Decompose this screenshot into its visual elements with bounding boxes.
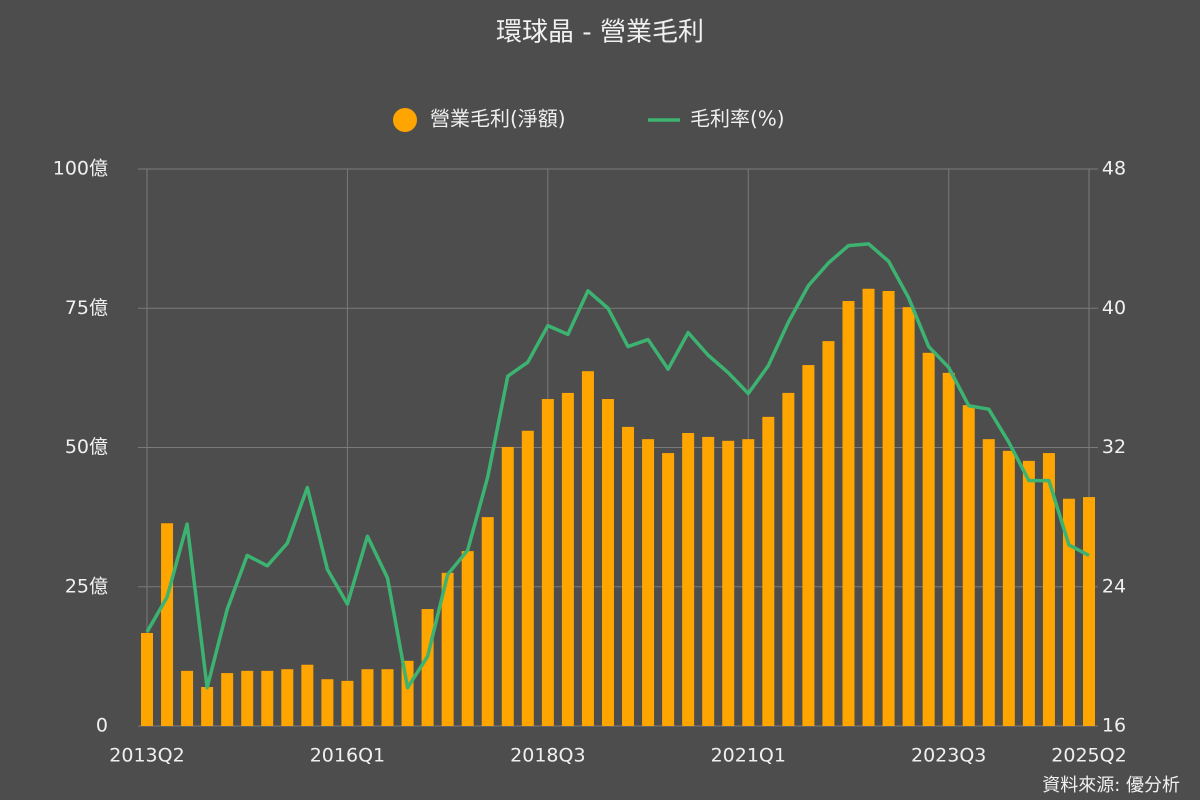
bar [1002,450,1015,726]
bar [682,433,695,726]
bar [882,290,895,726]
bar [161,523,174,726]
bar [942,372,955,726]
x-tick-label: 2018Q3 [510,745,585,767]
bar [241,670,254,726]
bar [702,436,715,726]
y-tick-label: 50億 [65,436,108,458]
bar [762,416,775,726]
bar [441,572,454,726]
bar [541,399,554,726]
bar [642,439,655,726]
bar [902,307,915,726]
y-tick-label: 0 [96,715,108,737]
bar [662,453,675,726]
bar [742,439,755,726]
y-tick-label: 75億 [65,297,108,319]
bar [221,673,234,726]
bar [341,680,354,726]
bar [521,430,534,726]
bar [141,632,153,726]
bar [1062,498,1075,726]
line [145,242,1090,690]
bar [922,352,935,726]
bar [421,609,434,726]
y2-tick-label: 24 [1102,575,1126,597]
bar [802,365,815,726]
bar [281,669,294,726]
chart-title: 環球晶 - 營業毛利 [496,18,704,48]
legend-swatch [393,108,417,132]
x-tick-label: 2016Q1 [310,745,385,767]
source: 資料來源: 優分析 [1042,775,1180,796]
bar [461,551,474,726]
bar [381,669,394,726]
bar [782,392,795,726]
x-tick-label: 2013Q2 [109,745,184,767]
y2-tick-label: 40 [1102,297,1126,319]
y-tick-label: 25億 [65,575,108,597]
bar [862,288,875,726]
legend-label: 毛利率(%) [690,107,785,131]
bar [581,371,594,726]
bar [822,341,835,726]
bar [321,679,334,726]
legend-label: 營業毛利(淨額) [430,107,566,131]
x-tick-label: 2021Q1 [711,745,786,767]
x-tick-label: 2025Q2 [1051,745,1126,767]
y-tick-label: 100億 [53,158,108,180]
bar [301,664,314,726]
y2-tick-label: 16 [1102,715,1126,737]
bar [1022,460,1035,726]
x-tick-label: 2023Q3 [911,745,986,767]
bar [622,426,635,726]
bar [601,399,614,726]
bar [261,670,274,726]
bar [501,446,514,726]
bar [1042,453,1055,726]
bar [361,669,374,726]
bar [201,687,214,726]
bar [982,439,995,726]
bar [1083,497,1095,726]
bar [962,405,975,726]
y2-tick-label: 32 [1102,436,1126,458]
bar [722,440,735,726]
bar [842,301,855,726]
bar [481,517,494,726]
y2-tick-label: 48 [1102,158,1126,180]
bar [181,670,194,726]
bar [561,392,574,726]
